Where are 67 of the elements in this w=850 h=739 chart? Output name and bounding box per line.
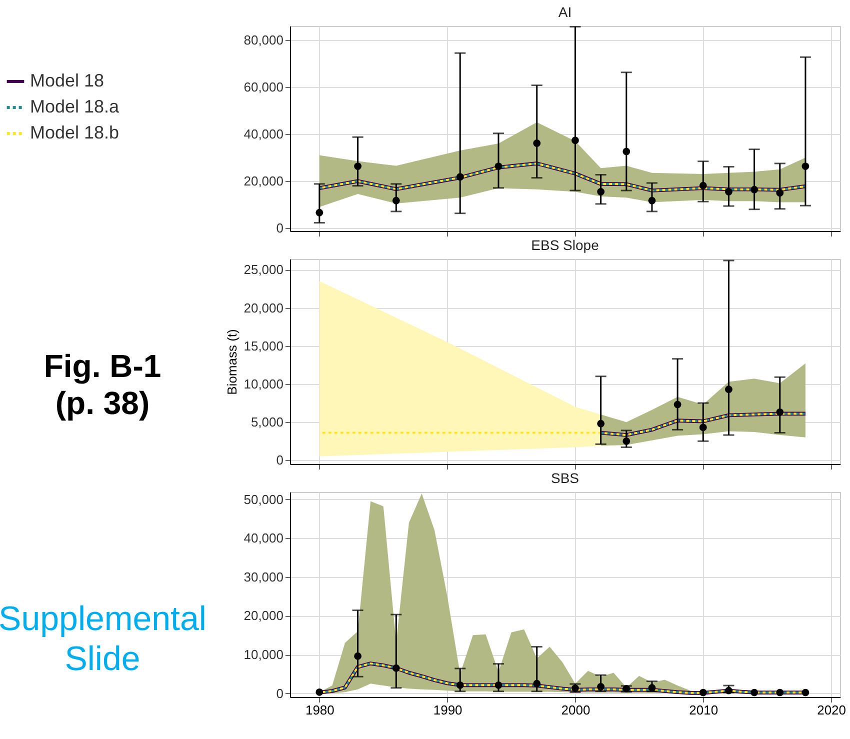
point	[354, 652, 362, 660]
x-tick-label: 2000	[561, 702, 590, 718]
y-tick-label: 20,000	[244, 174, 284, 189]
point	[533, 680, 541, 688]
point	[802, 162, 810, 170]
point	[456, 681, 464, 689]
point	[354, 162, 362, 170]
chart-title: SBS	[550, 470, 580, 486]
point	[725, 386, 732, 394]
y-tick-label: 15,000	[244, 338, 284, 354]
point	[316, 208, 324, 216]
point	[622, 148, 630, 156]
y-tick-label: 40,000	[244, 126, 284, 142]
x-tick-label: 1990	[433, 702, 462, 718]
point	[802, 688, 810, 696]
x-tick-label: 2020	[817, 702, 846, 718]
y-tick-label: 20,000	[244, 608, 284, 624]
point	[750, 186, 758, 194]
point	[776, 408, 784, 416]
point	[776, 688, 784, 696]
point	[699, 688, 707, 696]
legend-label: Model 18.a	[30, 96, 120, 116]
legend-label: Model 18	[30, 70, 104, 90]
point	[648, 196, 656, 204]
y-axis-title: Biomass (t)	[224, 329, 240, 395]
chart-title: EBS Slope	[531, 237, 600, 253]
point	[494, 162, 502, 170]
point	[725, 686, 732, 694]
y-tick-label: 0	[276, 452, 284, 468]
y-tick-label: 10,000	[244, 376, 284, 392]
y-tick-label: 30,000	[244, 569, 284, 584]
y-tick-label: 5,000	[250, 414, 284, 430]
point	[776, 189, 784, 197]
point	[597, 188, 605, 196]
point	[456, 173, 464, 181]
y-tick-label: 25,000	[244, 262, 284, 278]
point	[392, 664, 400, 672]
point	[392, 196, 400, 204]
point	[572, 136, 579, 144]
text: Fig. B-1	[44, 348, 162, 384]
legend-label: Model 18.b	[30, 122, 120, 142]
point	[494, 681, 502, 689]
y-tick-label: 40,000	[244, 530, 284, 546]
y-tick-label: 20,000	[244, 300, 284, 316]
y-tick-label: 10,000	[244, 647, 284, 662]
point	[316, 688, 324, 696]
point	[699, 182, 707, 190]
y-tick-label: 50,000	[244, 492, 284, 507]
point	[622, 437, 630, 445]
y-tick-label: 0	[276, 686, 284, 701]
point	[533, 140, 541, 147]
text: (p. 38)	[55, 384, 150, 422]
y-tick-label: 80,000	[244, 32, 284, 48]
y-tick-label: 0	[276, 220, 284, 236]
text: Supplemental Slide	[0, 600, 206, 679]
point	[750, 688, 758, 696]
point	[674, 400, 682, 408]
point	[699, 424, 707, 432]
point	[597, 683, 605, 690]
point	[725, 188, 732, 196]
y-tick-label: 60,000	[244, 79, 284, 94]
chart-title: AI	[558, 4, 572, 20]
point	[648, 684, 656, 692]
point	[622, 684, 630, 692]
x-tick-label: 1980	[305, 702, 334, 718]
point	[597, 420, 605, 428]
x-tick-label: 2010	[689, 702, 718, 718]
